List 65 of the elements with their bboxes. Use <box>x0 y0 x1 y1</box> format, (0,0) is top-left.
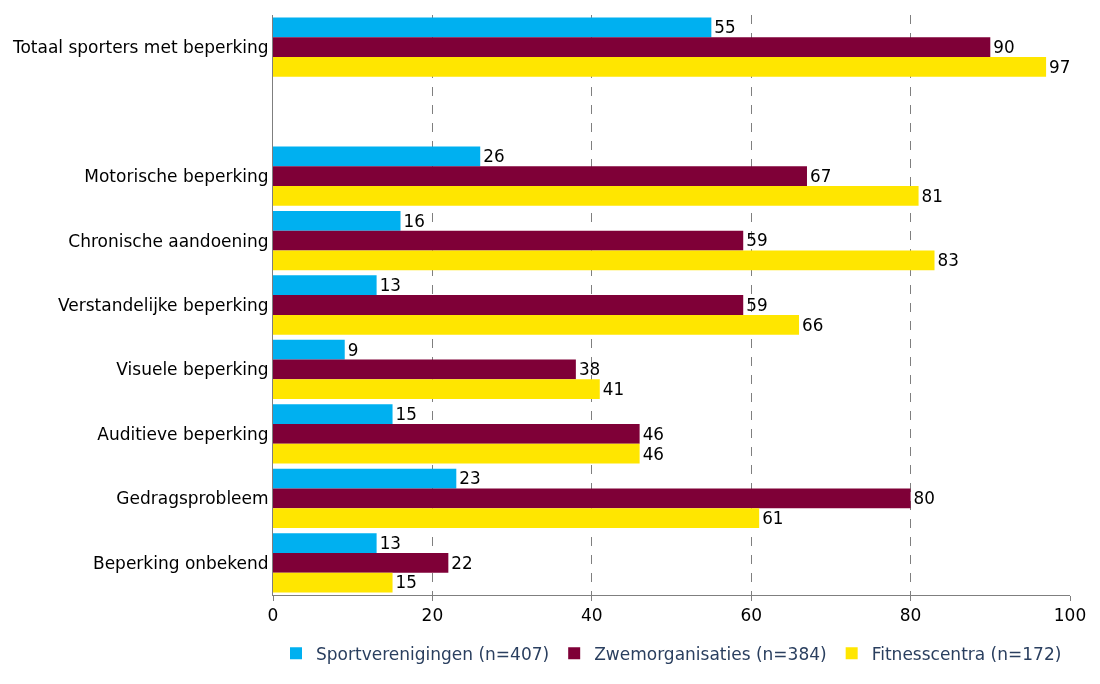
bar <box>273 250 935 271</box>
data-label: 22 <box>451 552 473 573</box>
x-tick-label: 100 <box>1053 605 1087 626</box>
bar <box>273 508 760 528</box>
data-label: 15 <box>395 572 417 593</box>
legend-label: Fitnesscentra (n=172) <box>871 643 1062 664</box>
data-label: 13 <box>379 275 401 296</box>
data-label: 13 <box>379 532 401 553</box>
data-label: 90 <box>993 37 1015 58</box>
data-label: 38 <box>578 359 601 380</box>
y-tick-label: Beperking onbekend <box>93 552 269 573</box>
x-tick-label: 80 <box>899 605 922 626</box>
bar <box>273 359 576 380</box>
data-label: 46 <box>642 443 664 464</box>
bar <box>273 572 393 593</box>
bar <box>273 552 449 573</box>
bar <box>273 185 919 206</box>
data-label: 55 <box>714 17 736 38</box>
y-tick-label: Motorische beperking <box>84 166 269 187</box>
bar <box>273 314 800 335</box>
data-label: 61 <box>762 508 784 529</box>
data-label: 83 <box>937 250 959 271</box>
data-label: 41 <box>602 379 625 400</box>
bar <box>273 37 991 58</box>
data-label: 16 <box>403 210 425 231</box>
bar <box>273 488 911 509</box>
data-label: 67 <box>810 166 832 187</box>
bar <box>273 275 377 296</box>
bar <box>273 468 457 489</box>
x-tick-label: 0 <box>267 605 279 626</box>
bar <box>273 424 640 444</box>
x-tick-label: 20 <box>421 605 444 626</box>
legend-label: Sportverenigingen (n=407) <box>316 643 550 664</box>
bar <box>273 404 393 425</box>
bar <box>273 57 1047 77</box>
data-label: 66 <box>802 314 824 335</box>
x-tick-label: 60 <box>740 605 763 626</box>
data-label: 23 <box>459 468 481 489</box>
bar <box>273 166 807 186</box>
legend-label: Zwemorganisaties (n=384) <box>594 643 827 664</box>
data-label: 46 <box>642 423 664 444</box>
bar <box>273 533 377 553</box>
bar <box>273 230 744 251</box>
y-tick-label: Gedragsprobleem <box>116 488 269 509</box>
bar <box>273 210 401 231</box>
bar <box>273 17 712 38</box>
data-label: 9 <box>347 339 359 360</box>
y-tick-label: Visuele beperking <box>116 359 269 380</box>
bar <box>273 443 640 464</box>
bar <box>273 379 600 400</box>
data-label: 80 <box>913 488 935 509</box>
x-tick-label: 40 <box>580 605 603 626</box>
bar <box>273 146 481 167</box>
y-tick-label: Auditieve beperking <box>97 423 269 444</box>
data-label: 15 <box>395 404 417 425</box>
data-label: 59 <box>746 294 768 315</box>
data-label: 97 <box>1049 56 1071 77</box>
y-tick-label: Verstandelijke beperking <box>57 294 269 315</box>
data-label: 81 <box>921 185 943 206</box>
bar <box>273 339 345 360</box>
y-tick-label: Chronische aandoening <box>68 230 269 251</box>
bar <box>273 295 744 315</box>
data-label: 26 <box>483 146 505 167</box>
data-label: 59 <box>746 230 768 251</box>
y-tick-label: Totaal sporters met beperking <box>11 37 269 58</box>
